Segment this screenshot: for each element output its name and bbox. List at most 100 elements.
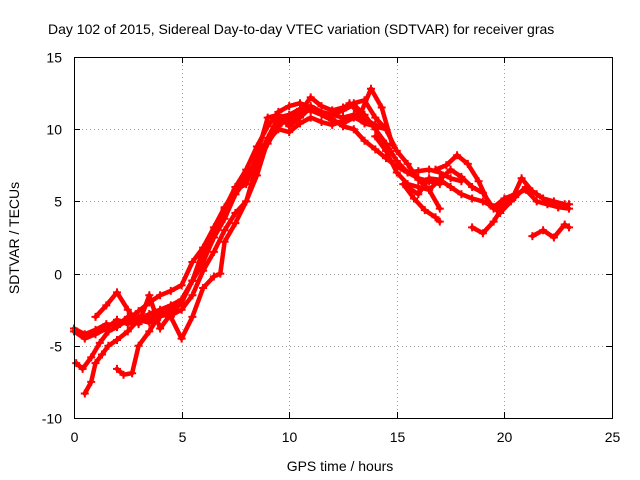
data-point <box>188 291 197 300</box>
data-point <box>209 247 218 256</box>
data-point <box>285 113 294 122</box>
data-point <box>72 359 81 368</box>
data-point <box>478 229 487 238</box>
series-track-5 <box>93 103 389 331</box>
data-point <box>399 180 408 189</box>
data-point <box>80 389 89 398</box>
data-point <box>339 113 347 122</box>
axis-ticks <box>74 57 613 419</box>
y-tick-label: 15 <box>46 50 62 66</box>
data-point <box>528 232 537 241</box>
data-point <box>388 141 397 150</box>
data-point <box>113 323 121 331</box>
data-point <box>435 204 444 213</box>
x-tick-label: 10 <box>282 429 298 445</box>
data-point <box>156 310 165 318</box>
data-point <box>263 139 272 148</box>
data-point <box>463 159 472 168</box>
data-point <box>560 200 569 209</box>
data-point <box>123 327 132 336</box>
data-point <box>435 217 444 226</box>
data-point <box>489 217 498 226</box>
data-point <box>134 341 143 350</box>
x-tick-label: 20 <box>497 429 513 445</box>
x-axis-label: GPS time / hours <box>287 458 394 474</box>
data-point <box>425 174 434 183</box>
data-point <box>242 175 251 184</box>
data-point <box>104 341 113 350</box>
data-point <box>231 190 240 199</box>
data-point <box>87 377 96 386</box>
y-tick-label: -5 <box>50 339 63 355</box>
data-point <box>166 286 175 295</box>
data-point <box>177 305 186 314</box>
data-point <box>549 197 558 206</box>
plot-frame <box>74 57 613 419</box>
data-point <box>113 364 121 373</box>
y-tick-labels: -10 -5 0 5 10 15 <box>42 50 62 427</box>
data-point <box>425 185 434 194</box>
chart-title: Day 102 of 2015, Sidereal Day-to-day VTE… <box>48 21 554 37</box>
data-point <box>511 191 520 200</box>
data-point <box>91 330 100 339</box>
data-point <box>102 301 111 310</box>
data-point <box>113 288 121 297</box>
data-point <box>403 159 412 168</box>
data-point <box>532 197 541 206</box>
data-point <box>285 128 294 137</box>
data-point <box>317 118 326 126</box>
data-point <box>263 113 272 122</box>
data-point <box>156 324 165 333</box>
data-point <box>306 106 315 115</box>
data-point <box>371 120 380 129</box>
data-point <box>188 258 197 266</box>
data-point <box>306 93 315 102</box>
x-tick-label: 25 <box>605 429 621 445</box>
data-point <box>414 167 423 176</box>
data-point <box>188 312 197 321</box>
data-point <box>431 165 440 174</box>
data-point <box>80 334 89 343</box>
series-track-6 <box>114 108 464 377</box>
data-point <box>78 364 87 373</box>
data-point <box>128 369 137 378</box>
data-point <box>216 269 225 278</box>
data-point <box>349 125 358 134</box>
data-point <box>285 102 294 111</box>
data-point <box>485 200 494 209</box>
data-point <box>220 214 229 223</box>
data-point <box>377 103 386 112</box>
x-tick-label: 15 <box>390 429 406 445</box>
data-point <box>274 113 283 122</box>
data-point <box>345 99 354 108</box>
data-point <box>367 84 375 93</box>
data-point <box>188 276 197 285</box>
data-point <box>156 291 165 300</box>
data-point <box>339 103 347 112</box>
data-point <box>123 305 132 314</box>
data-point <box>220 226 229 235</box>
data-point <box>382 146 390 155</box>
data-point <box>474 177 483 186</box>
data-point <box>528 187 537 196</box>
data-point <box>177 281 186 290</box>
data-point <box>209 272 218 281</box>
data-point <box>410 194 418 203</box>
data-point <box>500 200 509 209</box>
y-tick-label: -10 <box>42 411 62 427</box>
data-point <box>560 220 569 229</box>
data-point <box>446 183 455 191</box>
data-point <box>328 115 337 124</box>
x-tick-labels: 0 5 10 15 20 25 <box>71 429 621 445</box>
data-point <box>104 327 113 336</box>
data-point <box>442 161 451 170</box>
data-point <box>252 161 261 170</box>
y-axis-label: SDTVAR / TECUs <box>6 182 22 294</box>
data-point <box>539 226 548 235</box>
data-point <box>119 370 128 379</box>
data-point <box>145 291 154 300</box>
data-point <box>177 334 186 343</box>
data-point <box>98 350 106 359</box>
data-point <box>468 194 477 203</box>
